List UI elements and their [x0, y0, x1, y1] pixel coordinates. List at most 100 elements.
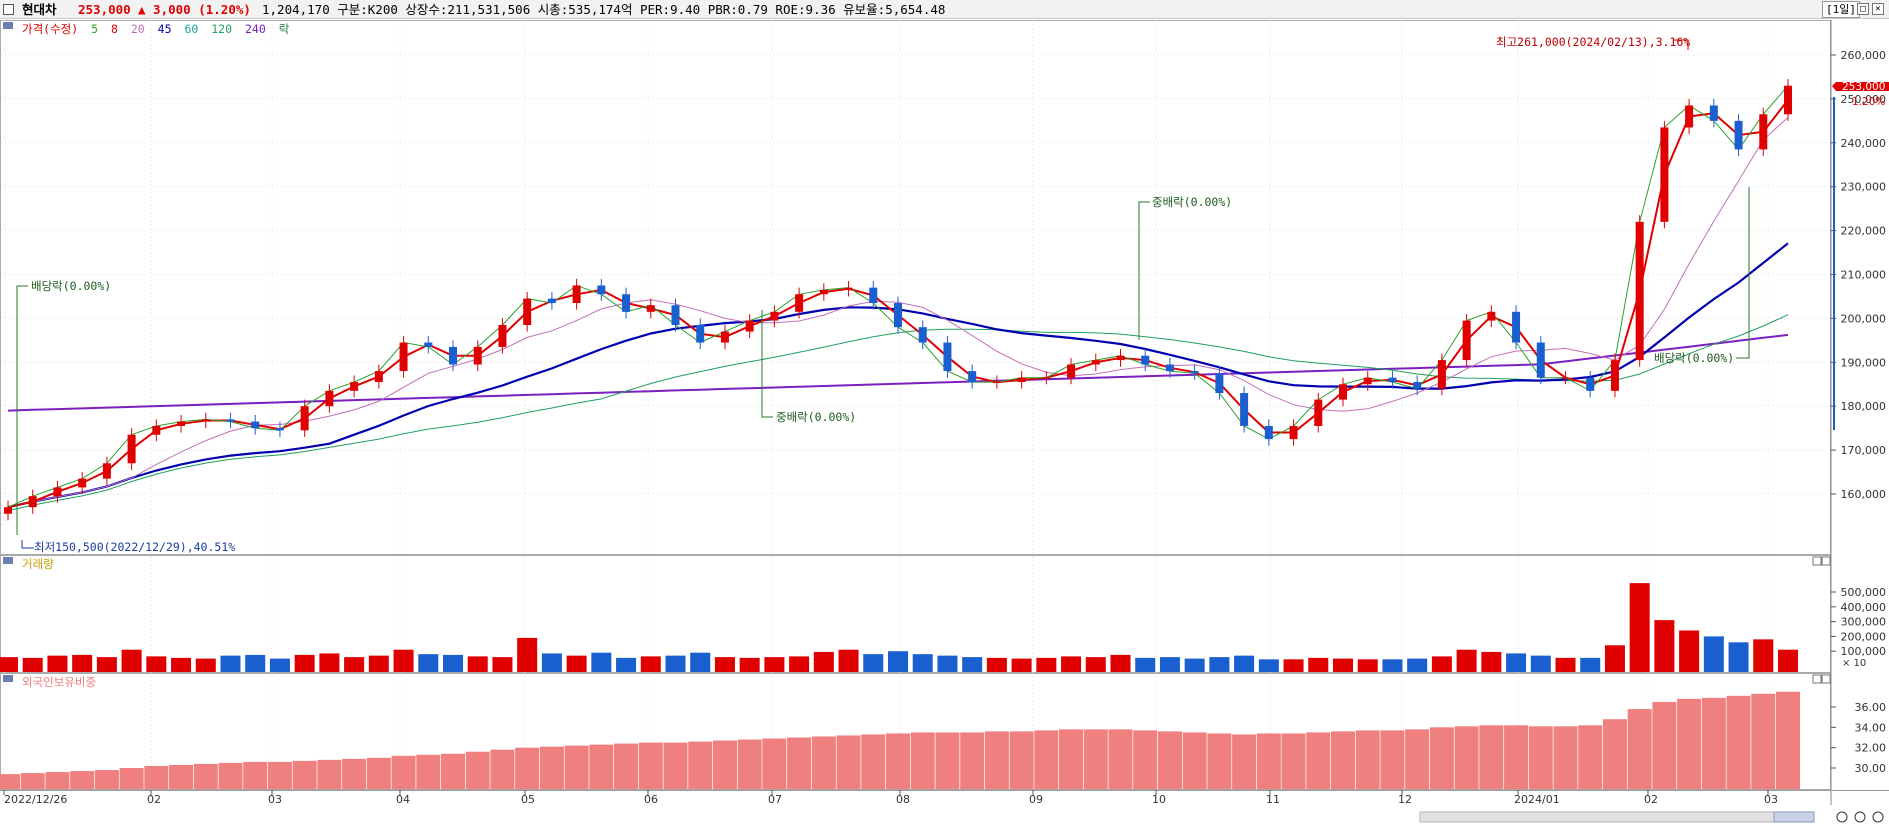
candle-body [251, 421, 260, 429]
foreign-ratio-bar [243, 761, 268, 789]
x-tick-label: 09 [1029, 793, 1043, 806]
volume-bar [1506, 653, 1527, 672]
candle [992, 375, 1001, 389]
price-pane-menu-icon[interactable] [3, 22, 13, 29]
foreign-ratio-bar [688, 741, 713, 789]
volume-bar [1382, 659, 1403, 672]
volume-bar [1580, 657, 1601, 672]
foreign-axis-ticks: 30.00 32.00 34.00 36.00 [1831, 701, 1886, 775]
volume-bar [1481, 651, 1502, 672]
candle-body [300, 406, 309, 431]
volume-bar [888, 651, 908, 672]
volume-bar [789, 656, 810, 672]
y-tick-label: 190,000 [1841, 356, 1887, 369]
candle [1660, 120, 1669, 229]
foreign-ratio-bar [663, 742, 688, 789]
pane-max-icon[interactable] [1812, 556, 1822, 566]
candle [1561, 371, 1570, 385]
dividend-marker [16, 285, 28, 535]
foreign-ratio-bar [218, 762, 243, 789]
candle-body [152, 425, 161, 435]
candle [28, 489, 37, 514]
candle-body [1017, 377, 1026, 383]
candle [127, 428, 136, 470]
legend-foreign: 외국인보유비중 [22, 675, 96, 689]
candle-body [449, 346, 457, 365]
price-axis-ticks: 160,000 170,000 180,000 190,000 200,000 210,0… [1831, 49, 1886, 501]
candle [4, 500, 12, 521]
foreign-pane-menu-icon[interactable] [3, 675, 13, 682]
volume-bar [146, 656, 167, 672]
foreign-ratio-bar [762, 738, 787, 789]
x-tick-label: 05 [521, 793, 535, 806]
x-tick-label: 07 [768, 793, 782, 806]
foreign-ratio-bar [1157, 731, 1182, 789]
period-selector[interactable]: [1일] [1822, 1, 1860, 18]
candle [226, 412, 235, 429]
volume-bar [937, 655, 958, 672]
candle [597, 278, 606, 301]
foreign-ratio-bar [811, 736, 836, 789]
candle [78, 472, 87, 494]
volume-bar [418, 654, 439, 672]
foreign-ratio-bar [1207, 733, 1232, 789]
maximize-icon[interactable]: □ [1857, 3, 1869, 15]
ma-line-green [7, 314, 1789, 512]
volume-bar [72, 654, 93, 672]
candle-body [844, 287, 853, 290]
volume-bar [368, 655, 389, 672]
candle-body [1388, 377, 1397, 383]
candle-body [1660, 127, 1669, 222]
candle-body [399, 342, 408, 372]
current-price-label: 253,000 [1842, 81, 1885, 93]
zoom-in-icon[interactable] [1854, 811, 1866, 823]
volume-bar [739, 657, 760, 672]
candle [894, 296, 902, 334]
volume-bar [1654, 620, 1675, 672]
foreign-ratio-bar [94, 770, 119, 789]
candle-body [1116, 355, 1125, 361]
zoom-out-icon[interactable] [1836, 811, 1848, 823]
candle-body [1561, 377, 1570, 379]
close-icon[interactable]: × [1872, 3, 1884, 15]
candle-body [1734, 120, 1743, 150]
pane-max-icon[interactable] [1812, 674, 1822, 684]
x-tick-label: 11 [1266, 793, 1280, 806]
y-tick-label: 230,000 [1841, 181, 1887, 194]
candle-body [1190, 371, 1199, 374]
candle-body [424, 342, 433, 347]
foreign-ratio-bar [1133, 730, 1158, 789]
candle [795, 287, 804, 319]
foreign-ratio-bar [1355, 730, 1380, 789]
candle [1784, 79, 1792, 121]
foreign-ratio-bar [712, 740, 737, 789]
volume-bar [467, 656, 488, 672]
volume-bar [566, 655, 587, 672]
candle [1759, 107, 1768, 156]
volume-pane-menu-icon[interactable] [3, 557, 13, 564]
scrollbar-thumb[interactable] [1773, 811, 1815, 823]
foreign-ratio-bar [169, 764, 194, 789]
candle [1487, 305, 1496, 328]
foreign-ratio-bar [342, 758, 367, 789]
foreign-ratio-bar [144, 765, 169, 789]
volume-bar [0, 657, 18, 672]
candle-body [275, 428, 284, 431]
pane-close-icon[interactable] [1821, 556, 1831, 566]
volume-bar [1209, 657, 1230, 672]
candle [1017, 371, 1026, 389]
select-checkbox[interactable] [3, 4, 14, 15]
candle [102, 456, 111, 486]
pane-close-icon[interactable] [1821, 674, 1831, 684]
candle-body [53, 487, 62, 497]
horizontal-scrollbar[interactable] [1419, 811, 1781, 823]
foreign-ratio-bar [1009, 731, 1034, 789]
legend-item: 45 [158, 22, 172, 36]
candle-body [572, 285, 581, 304]
legend-volume: 거래량 [22, 557, 54, 571]
candle-body [622, 294, 631, 312]
zoom-reset-icon[interactable] [1872, 811, 1884, 823]
legend-price-label: 가격(수정) 5 8 20 45 60 120 240 락 [22, 22, 290, 36]
volume-bar [1333, 658, 1353, 672]
